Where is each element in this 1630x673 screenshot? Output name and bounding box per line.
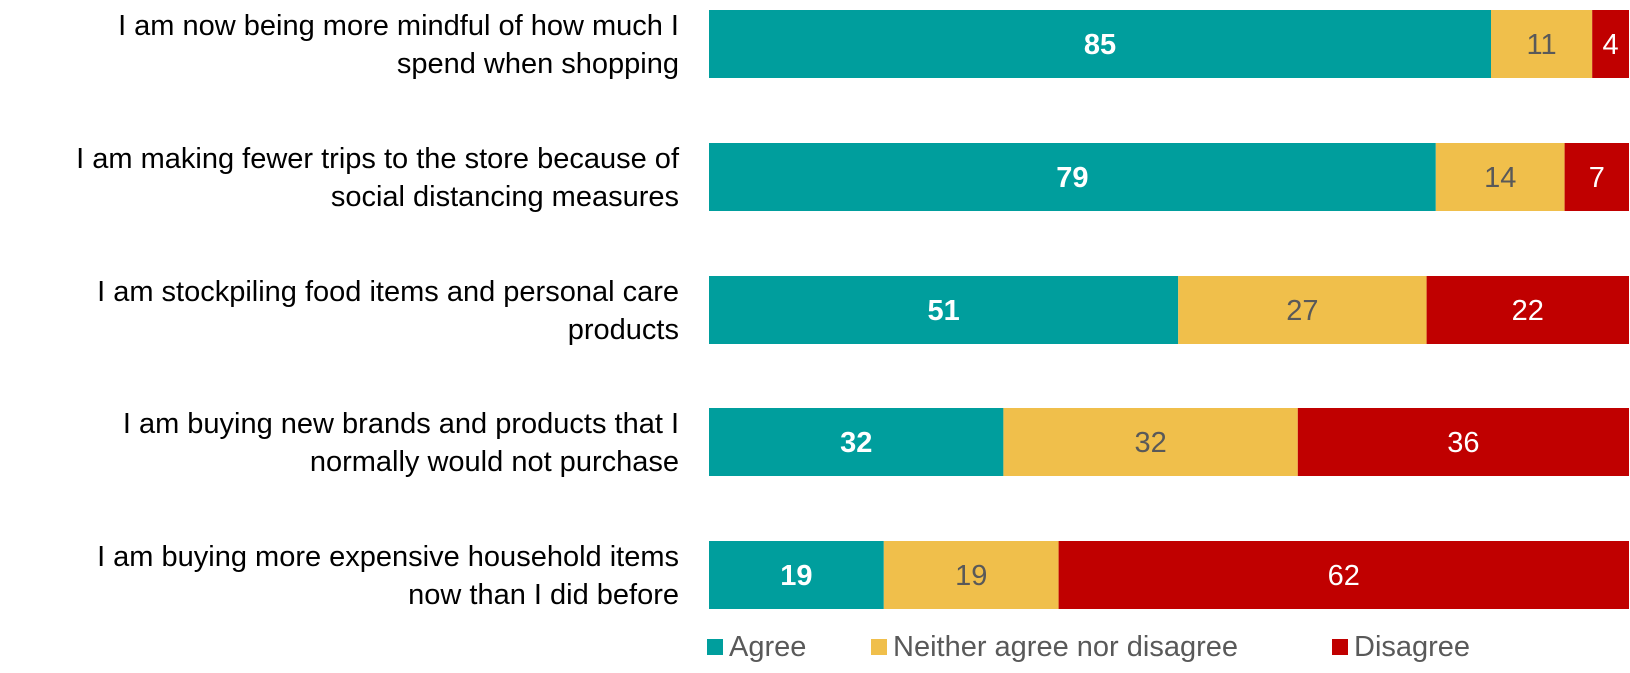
data-label-neither-agree-nor-disagree: 11	[1527, 29, 1557, 61]
data-label-disagree: 22	[1512, 295, 1544, 327]
data-label-disagree: 4	[1603, 29, 1619, 61]
data-label-disagree: 36	[1447, 427, 1479, 459]
value-labels-group: 85 11 4 79 14 7 51 27 22 32 32 36 19 19 62	[780, 29, 1618, 592]
category-labels-group: I am now being more mindful of how much …	[76, 10, 680, 611]
bar-segment-disagree	[1297, 408, 1629, 476]
legend-swatch-disagree	[1332, 639, 1348, 655]
legend-swatch-agree	[707, 639, 723, 655]
category-label: I am making fewer trips to the store bec…	[76, 143, 680, 213]
bar-segment-disagree	[1058, 541, 1629, 609]
category-label: I am stockpiling food items and personal…	[97, 276, 679, 346]
bar-segment-disagree	[1564, 143, 1629, 211]
category-label: I am buying more expensive household ite…	[97, 541, 679, 611]
data-label-agree: 85	[1084, 29, 1116, 61]
data-label-neither-agree-nor-disagree: 14	[1484, 162, 1516, 194]
bar-segment-agree	[709, 10, 1491, 78]
legend-label-agree: Agree	[729, 631, 806, 663]
bar-segment-neither-agree-nor-disagree	[1491, 10, 1593, 78]
data-label-disagree: 62	[1328, 560, 1360, 592]
bar-segment-neither-agree-nor-disagree	[883, 541, 1059, 609]
bar-segment-neither-agree-nor-disagree	[1178, 276, 1427, 344]
bar-segment-neither-agree-nor-disagree	[1003, 408, 1298, 476]
bar-segment-neither-agree-nor-disagree	[1435, 143, 1565, 211]
data-label-neither-agree-nor-disagree: 19	[955, 560, 987, 592]
data-label-agree: 79	[1056, 162, 1088, 194]
data-label-agree: 32	[840, 427, 872, 459]
bar-segment-disagree	[1426, 276, 1629, 344]
data-label-agree: 51	[927, 295, 959, 327]
data-label-agree: 19	[780, 560, 812, 592]
bars-group	[709, 10, 1629, 609]
category-label: I am now being more mindful of how much …	[118, 10, 679, 80]
data-label-neither-agree-nor-disagree: 32	[1134, 427, 1166, 459]
legend-swatch-neither-agree-nor-disagree	[871, 639, 887, 655]
category-label: I am buying new brands and products that…	[123, 408, 679, 478]
bar-segment-disagree	[1592, 10, 1629, 78]
bar-segment-agree	[709, 276, 1179, 344]
legend-label-neither-agree-nor-disagree: Neither agree nor disagree	[893, 631, 1238, 663]
bar-segment-agree	[709, 143, 1436, 211]
bar-segment-agree	[709, 408, 1004, 476]
legend: Agree Neither agree nor disagree Disagree	[707, 631, 1470, 663]
data-label-disagree: 7	[1589, 162, 1605, 194]
bar-segment-agree	[709, 541, 884, 609]
legend-label-disagree: Disagree	[1354, 631, 1470, 663]
data-label-neither-agree-nor-disagree: 27	[1286, 295, 1318, 327]
